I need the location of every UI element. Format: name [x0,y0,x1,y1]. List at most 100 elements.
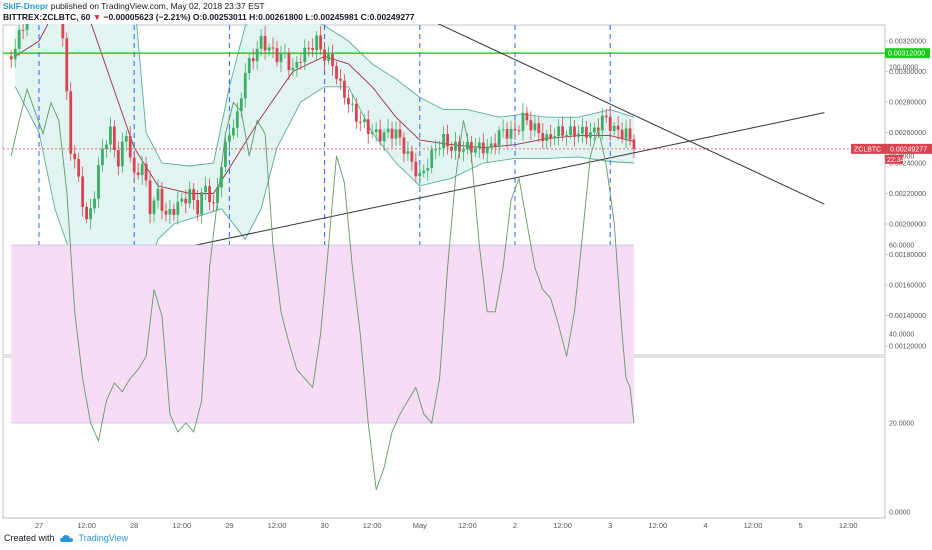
candle-body [350,103,354,105]
price-axis-label: 0.00120000 [889,344,926,351]
candle-body [378,129,382,142]
time-axis-label: 29 [225,521,233,530]
candle-body [144,163,148,181]
candle-body [9,56,13,60]
candle-body [454,141,457,151]
candle-body [553,136,557,139]
candle-body [438,148,442,150]
created-with-label: Created with [4,533,55,543]
candle-body [251,58,255,62]
candle-body [105,144,108,149]
time-axis-label: 12:00 [268,521,287,530]
symbol-tag-label: ZCLBTC [854,146,881,153]
candle-body [343,80,346,98]
candle-body [156,188,160,201]
candle-body [291,67,295,70]
candle-body [65,38,69,92]
publish-info: SkIF-Dnepr published on TradingView.com,… [3,1,265,11]
stoch-axis-label: 100.0000 [889,65,918,72]
candle-body [319,35,323,50]
candle-body [577,133,580,137]
candle-body [140,163,144,176]
price-chart[interactable]: 0.00120000 0.00140000 0.00160000 0.00180000… [0,24,932,530]
candle-body [148,180,152,215]
candle-body [513,128,517,131]
candle-body [406,151,410,154]
stoch-axis-label: 20.0000 [889,421,914,428]
candle-body [128,136,132,158]
candle-body [358,121,362,123]
countdown-tag [885,154,903,164]
candle-body [608,117,612,131]
ohlc-values: O:0.00253011 H:0.00261800 L:0.00245981 C… [192,12,415,22]
candle-body [537,123,541,134]
candle-body [303,47,307,63]
candle-body [25,24,29,30]
cloud-icon [59,534,73,542]
time-axis-label: 12:00 [648,521,667,530]
candle-body [354,103,358,122]
candle-body [116,150,120,167]
author-link[interactable]: SkIF-Dnepr [3,1,49,11]
price-axis-label: 0.00160000 [889,283,926,290]
candle-body [172,208,176,215]
candle-body [81,176,85,207]
candle-body [624,128,628,139]
candle-body [628,128,632,140]
candle-body [469,141,473,153]
candle-body [255,48,259,62]
candle-body [200,192,204,215]
price-axis-label: 0.00260000 [889,130,926,137]
price-change: −0.00005623 (−2.21%) [103,12,191,22]
candle-body [347,97,350,105]
candle-body [279,53,283,63]
candle-body [450,146,453,151]
bollinger-upper-line [136,24,635,167]
candle-body [77,159,81,177]
time-axis-label: 5 [799,521,803,530]
time-axis-label: 2 [513,521,517,530]
candle-body [331,54,334,67]
candle-body [17,29,21,49]
time-axis-label: 12:00 [363,521,382,530]
candle-body [120,141,124,167]
price-axis-label: 0.00320000 [889,39,926,46]
time-axis-label: 3 [608,521,612,530]
candle-body [557,126,561,137]
candle-body [398,129,402,138]
candle-body [160,188,164,211]
time-axis-label: 12:00 [744,521,763,530]
down-arrow-icon: ▼ [92,12,102,22]
candle-body [307,47,311,49]
candle-body [481,142,485,154]
time-axis-label: 28 [130,521,138,530]
candle-body [152,200,156,215]
candle-body [573,126,576,137]
candle-body [259,35,263,49]
stoch-axis-label: 60.0000 [889,243,914,250]
time-axis-label: 4 [703,521,707,530]
symbol-info: BITTREX:ZCLBTC, 60 ▼ −0.00005623 (−2.21%… [3,12,415,22]
candle-body [565,134,568,136]
candle-body [374,129,378,133]
candle-body [61,24,65,39]
candle-body [275,48,279,63]
countdown-label: 22:34 [887,157,905,164]
price-axis-label: 0.00180000 [889,252,926,259]
candle-body [430,149,434,169]
candle-body [545,134,549,141]
candle-body [418,173,422,177]
candle-body [549,134,553,139]
time-axis-label: 27 [35,521,43,530]
candle-body [109,126,112,145]
tradingview-logo[interactable]: TradingView [78,533,129,543]
candle-body [382,132,386,142]
candle-body [208,186,211,203]
published-text: published on TradingView.com, May 02, 20… [50,1,265,11]
candle-body [97,165,100,199]
candle-body [168,208,172,215]
candle-body [600,115,604,131]
candle-body [442,134,446,149]
candle-body [462,149,465,152]
candle-body [21,29,25,31]
